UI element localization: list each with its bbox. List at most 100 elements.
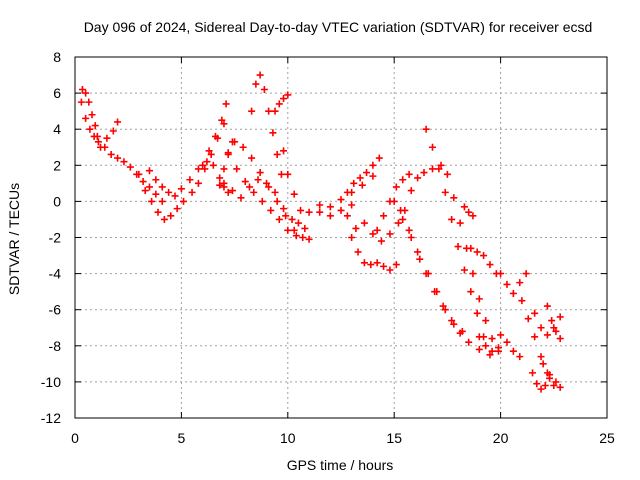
data-point (209, 161, 217, 169)
data-point (194, 179, 202, 187)
series-track-j (224, 150, 309, 240)
data-point (503, 280, 511, 288)
series-track-w (390, 197, 466, 335)
data-point (271, 107, 279, 115)
data-point (326, 212, 334, 220)
data-point (273, 197, 281, 205)
data-point (448, 215, 456, 223)
data-point (237, 194, 245, 202)
series-track-ad (497, 270, 530, 297)
data-point (486, 351, 494, 359)
x-tick-label: 10 (280, 430, 296, 446)
data-point (405, 170, 413, 178)
data-point (290, 190, 298, 198)
data-point (533, 380, 541, 388)
data-point (450, 194, 458, 202)
data-point (435, 165, 443, 173)
data-point (516, 279, 524, 287)
data-point (233, 165, 241, 173)
data-point (348, 234, 356, 241)
data-layer (77, 71, 564, 393)
data-point (414, 174, 422, 182)
data-point (422, 270, 430, 278)
data-point (228, 187, 236, 195)
data-point (509, 289, 517, 297)
series-track-o (280, 147, 305, 214)
data-point (439, 302, 447, 310)
data-point (467, 244, 475, 252)
data-point (386, 266, 394, 274)
data-point (280, 95, 288, 103)
data-point (220, 179, 228, 187)
y-tick-label: -4 (49, 266, 62, 282)
data-point (497, 270, 505, 278)
data-point (158, 197, 166, 205)
series-track-c (97, 118, 122, 151)
data-point (78, 85, 86, 93)
y-tick-label: 8 (53, 49, 61, 65)
data-point (85, 98, 93, 106)
data-point (86, 125, 94, 133)
x-tick-label: 5 (178, 430, 186, 446)
y-tick-label: -10 (41, 374, 61, 390)
data-point (254, 176, 262, 184)
data-point (203, 158, 211, 166)
data-point (548, 317, 556, 325)
y-tick-label: 2 (53, 157, 61, 173)
series-track-v (401, 161, 445, 214)
data-point (373, 259, 381, 267)
data-point (352, 224, 360, 232)
data-point (199, 161, 207, 169)
data-point (186, 176, 194, 184)
series-track-y (422, 125, 494, 359)
data-point (120, 158, 128, 166)
data-point (518, 297, 526, 305)
data-point (154, 208, 162, 216)
data-point (82, 89, 90, 97)
chart-title: Day 096 of 2024, Sidereal Day-to-day VTE… (84, 19, 593, 35)
data-point (550, 382, 558, 390)
data-point (420, 169, 428, 177)
data-point (407, 234, 415, 241)
data-point (280, 147, 288, 155)
data-point (541, 382, 549, 390)
data-point (188, 188, 196, 196)
data-point (114, 154, 122, 162)
data-point (88, 111, 96, 119)
data-point (282, 212, 290, 220)
data-point (275, 215, 283, 223)
data-point (494, 344, 502, 352)
data-point (141, 187, 149, 195)
data-point (207, 150, 215, 158)
data-point (294, 219, 302, 227)
data-point (107, 150, 115, 158)
data-point (292, 232, 300, 240)
data-point (305, 208, 313, 216)
data-point (503, 338, 511, 346)
data-point (180, 197, 188, 205)
data-point (456, 219, 464, 227)
data-point (245, 183, 253, 191)
series-track-z (443, 170, 502, 355)
data-point (91, 122, 99, 130)
data-point (273, 150, 281, 158)
data-point (550, 324, 558, 332)
data-point (367, 261, 375, 269)
data-point (422, 125, 430, 133)
data-point (241, 178, 249, 186)
data-point (480, 252, 488, 260)
data-point (350, 179, 358, 187)
data-point (469, 212, 477, 220)
series-track-ah (531, 309, 564, 339)
data-point (301, 224, 309, 232)
series-track-af (518, 297, 558, 390)
data-point (220, 120, 228, 128)
data-point (473, 309, 481, 317)
data-point (486, 261, 494, 269)
data-point (284, 170, 292, 178)
data-point (284, 226, 292, 234)
data-point (488, 347, 496, 355)
data-point (343, 212, 351, 220)
data-point (280, 205, 288, 213)
